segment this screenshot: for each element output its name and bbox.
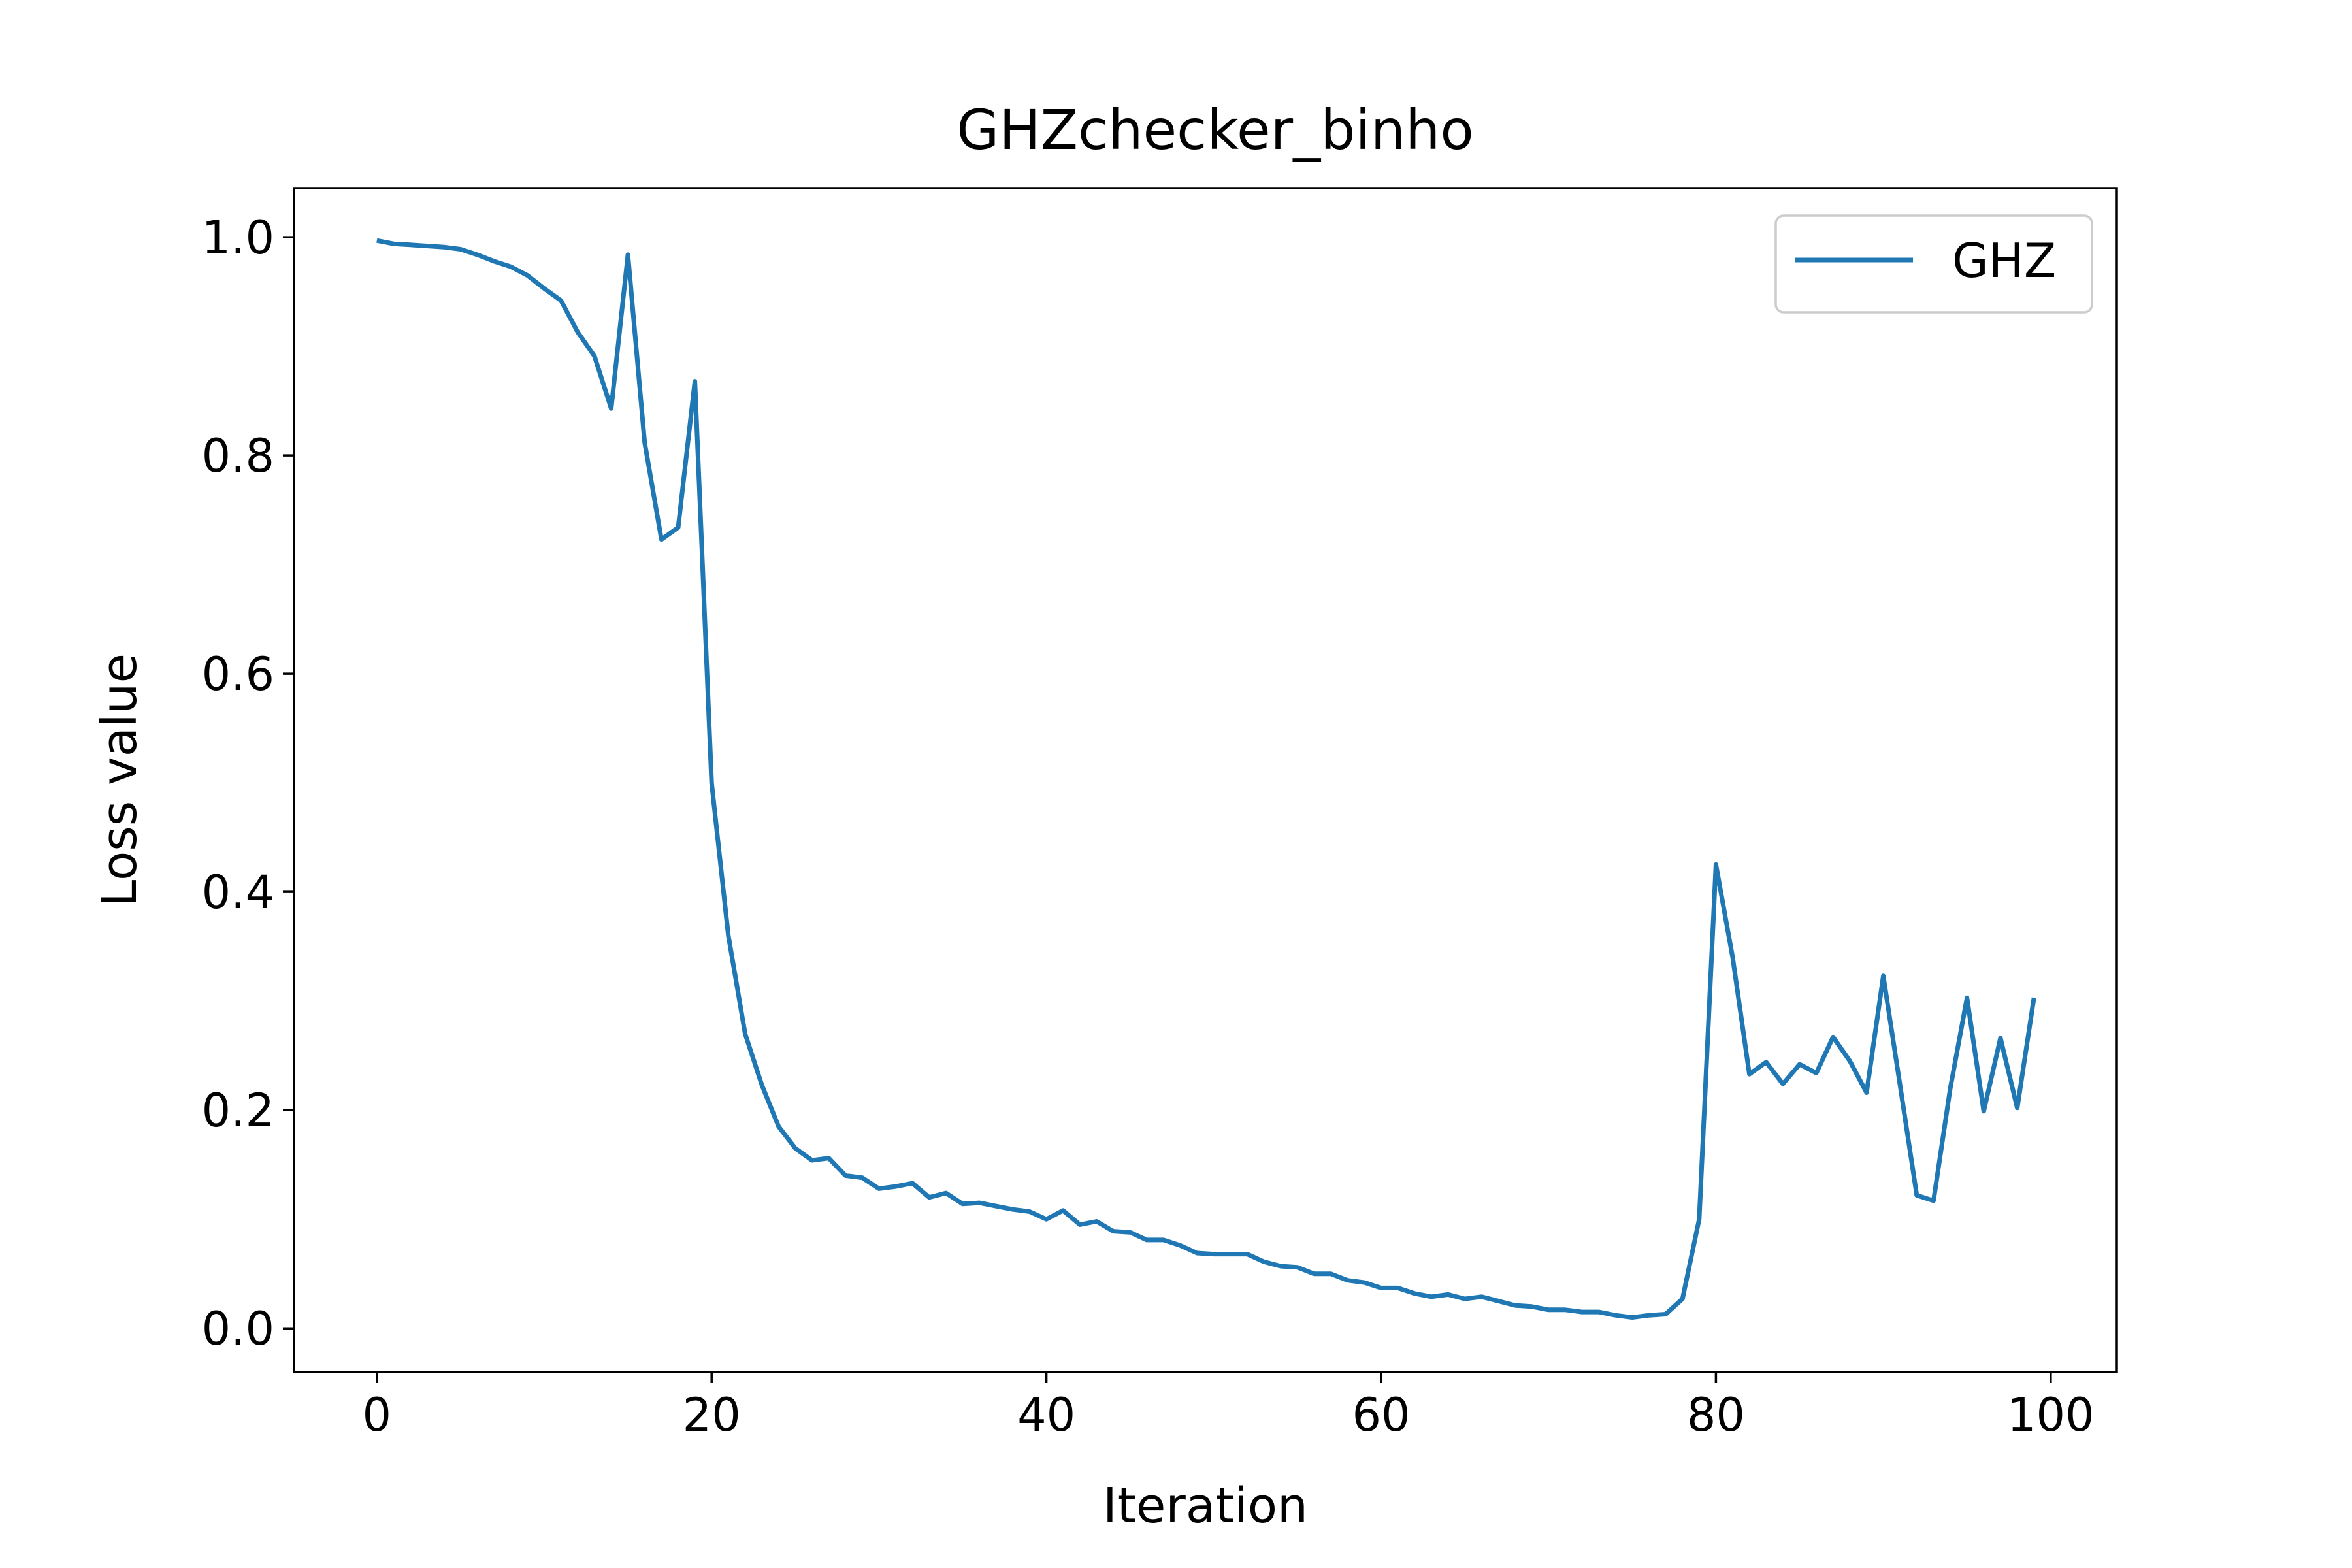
x-axis-label: Iteration <box>1103 1478 1308 1534</box>
y-tick-label: 0.2 <box>202 1084 274 1137</box>
y-axis-label: Loss value <box>91 653 148 907</box>
legend-box <box>1774 214 2093 314</box>
y-axis: 0.0 0.2 0.4 0.6 0.8 1.0 <box>202 211 294 1356</box>
plot-area <box>294 188 2117 1372</box>
x-axis: 0 20 40 60 80 100 <box>363 1372 2095 1442</box>
y-tick-label: 0.4 <box>202 866 274 919</box>
series-line-ghz <box>376 238 2036 1320</box>
legend: GHZ <box>1774 214 2093 314</box>
x-tick-label: 100 <box>2007 1388 2095 1442</box>
y-tick-label: 0.6 <box>202 647 274 701</box>
chart-title: GHZchecker_binho <box>956 98 1473 162</box>
x-tick-label: 60 <box>1352 1388 1410 1442</box>
x-tick-label: 40 <box>1017 1388 1075 1442</box>
y-tick-label: 0.0 <box>202 1302 274 1356</box>
x-tick-label: 80 <box>1687 1388 1745 1442</box>
x-tick-label: 20 <box>683 1388 741 1442</box>
plot-content <box>376 238 2036 1320</box>
plot-frame <box>293 187 2118 1373</box>
y-tick-label: 1.0 <box>202 211 274 265</box>
x-tick-label: 0 <box>363 1388 392 1442</box>
legend-label-ghz: GHZ <box>1952 233 2056 288</box>
y-tick-label: 0.8 <box>202 429 274 483</box>
